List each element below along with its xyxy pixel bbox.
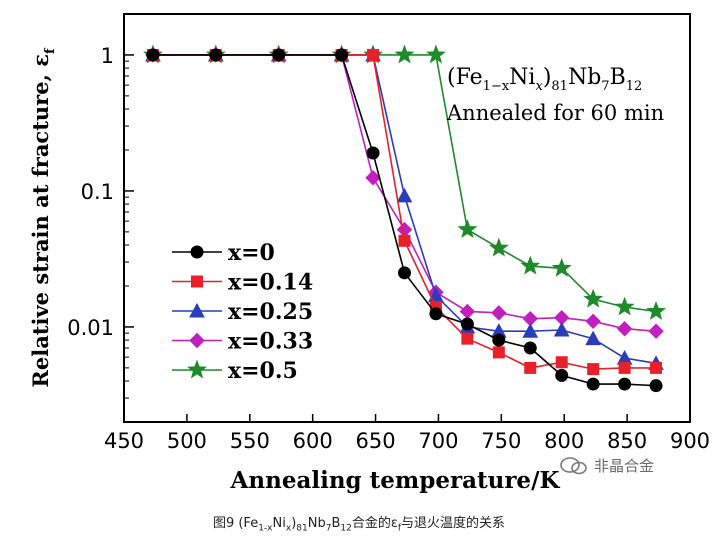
data-point [614,296,635,316]
data-point [491,305,507,321]
data-point [646,300,666,320]
legend-label: x=0.33 [228,329,313,355]
chart-title-line1: (Fe1−xNix)81Nb7B12 [447,65,642,94]
data-point [396,187,413,203]
data-point [398,234,411,247]
series-x-0 [146,48,663,393]
plot-frame [123,13,691,423]
x-axis-label: Annealing temperature/K [230,467,561,494]
data-point [461,332,474,345]
data-point [492,333,506,347]
data-point [365,170,381,186]
data-point [585,330,601,346]
chart-title-line2: Annealed for 60 min [446,101,664,125]
data-point [618,361,631,374]
y-tick-label: 1 [101,44,114,68]
y-tick-label: 0.01 [67,316,114,340]
data-point [618,377,632,391]
data-point [459,303,476,320]
figure-caption: 图9 (Fe1-xNix)81Nb7B12合金的εf与退火温度的关系 [212,516,506,534]
legend-entry: x=0 [172,240,275,266]
data-point [522,323,539,338]
series-x-0-14 [146,48,663,376]
legend-entry: x=0.25 [172,299,313,325]
data-point [460,317,474,331]
data-point [457,219,478,238]
x-tick-label: 650 [356,429,396,453]
x-tick-label: 800 [544,429,584,453]
legend-entry: x=0.14 [172,270,313,296]
x-tick-label: 850 [607,429,647,453]
data-point [396,221,413,238]
series-layer [143,44,666,393]
data-point [335,48,349,62]
data-point [426,44,446,64]
x-tick-label: 600 [293,429,333,453]
x-tick-label: 550 [230,429,270,453]
data-point [523,341,537,355]
data-point [583,288,604,308]
data-point [551,257,572,277]
legend-label: x=0.5 [228,358,298,384]
data-point [555,368,569,382]
data-point [209,48,223,62]
data-point [520,255,541,275]
data-point [272,48,286,62]
legend-marker [191,275,203,288]
data-point [429,307,443,321]
legend-marker [189,302,205,318]
y-tick-label: 0.1 [81,180,114,204]
x-tick-label: 900 [670,429,710,453]
y-axis-label: Relative strain at fracture, εf [28,47,58,388]
data-point [488,237,509,257]
x-tick-label: 450 [104,429,144,453]
legend-marker [190,245,204,259]
legend: x=0 x=0.14 x=0.25 x=0.33 x=0.5 [172,240,313,384]
legend-entry: x=0.33 [172,329,313,355]
x-tick-label: 700 [418,429,458,453]
data-point [585,313,601,330]
watermark: 非晶合金 [560,455,654,476]
axis-ticks: 450 500 550 600 650 700 750 800 850 900 1 0.1 0.01 [67,13,710,453]
data-point [616,321,633,337]
data-point [648,323,664,339]
legend-entry: x=0.5 [172,358,298,384]
data-point [524,361,537,374]
data-point [394,44,415,64]
data-point [492,346,505,359]
wechat-icon [560,456,587,474]
x-tick-label: 500 [167,429,207,453]
data-point [649,379,663,393]
data-point [366,146,380,160]
data-point [555,356,568,369]
data-point [397,266,411,280]
watermark-text: 非晶合金 [594,457,655,475]
x-tick-label: 750 [481,429,521,453]
data-point [650,361,663,374]
legend-label: x=0.25 [228,299,313,325]
legend-label: x=0 [228,240,275,266]
legend-label: x=0.14 [228,270,313,296]
legend-marker [187,359,207,379]
data-point [367,48,380,61]
data-point [587,363,600,376]
data-point [146,48,160,62]
legend-marker [189,332,205,349]
data-point [553,321,570,337]
data-point [586,377,600,391]
